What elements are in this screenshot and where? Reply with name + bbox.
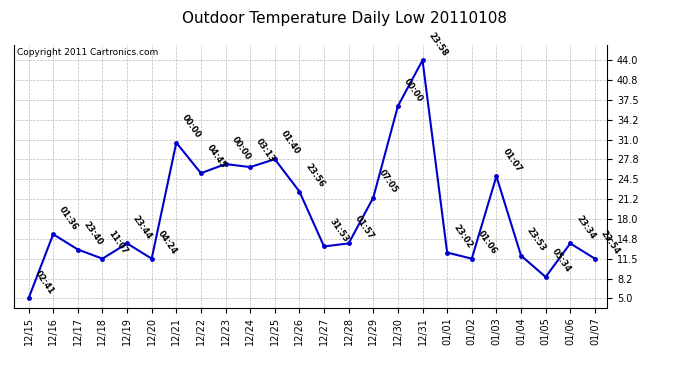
Text: 01:40: 01:40: [279, 129, 302, 156]
Text: 23:40: 23:40: [82, 220, 105, 247]
Text: Outdoor Temperature Daily Low 20110108: Outdoor Temperature Daily Low 20110108: [182, 11, 508, 26]
Text: 23:53: 23:53: [525, 226, 548, 253]
Text: 31:53: 31:53: [328, 217, 351, 244]
Text: 00:00: 00:00: [181, 113, 203, 140]
Text: 01:36: 01:36: [57, 204, 80, 231]
Text: 05:34: 05:34: [550, 247, 573, 274]
Text: Copyright 2011 Cartronics.com: Copyright 2011 Cartronics.com: [17, 48, 158, 57]
Text: 02:41: 02:41: [32, 268, 55, 296]
Text: 23:54: 23:54: [599, 229, 622, 256]
Text: 00:00: 00:00: [230, 135, 253, 161]
Text: 01:57: 01:57: [353, 214, 375, 241]
Text: 04:24: 04:24: [156, 229, 179, 256]
Text: 01:07: 01:07: [500, 147, 523, 174]
Text: 23:02: 23:02: [451, 223, 474, 250]
Text: 03:13: 03:13: [255, 138, 277, 164]
Text: 00:00: 00:00: [402, 76, 424, 103]
Text: 23:44: 23:44: [131, 213, 154, 241]
Text: 07:05: 07:05: [377, 168, 400, 195]
Text: 23:58: 23:58: [426, 30, 449, 57]
Text: 23:34: 23:34: [575, 214, 597, 241]
Text: 11:07: 11:07: [107, 229, 129, 256]
Text: 04:45: 04:45: [205, 143, 228, 170]
Text: 23:56: 23:56: [304, 162, 326, 189]
Text: 01:06: 01:06: [476, 229, 499, 256]
